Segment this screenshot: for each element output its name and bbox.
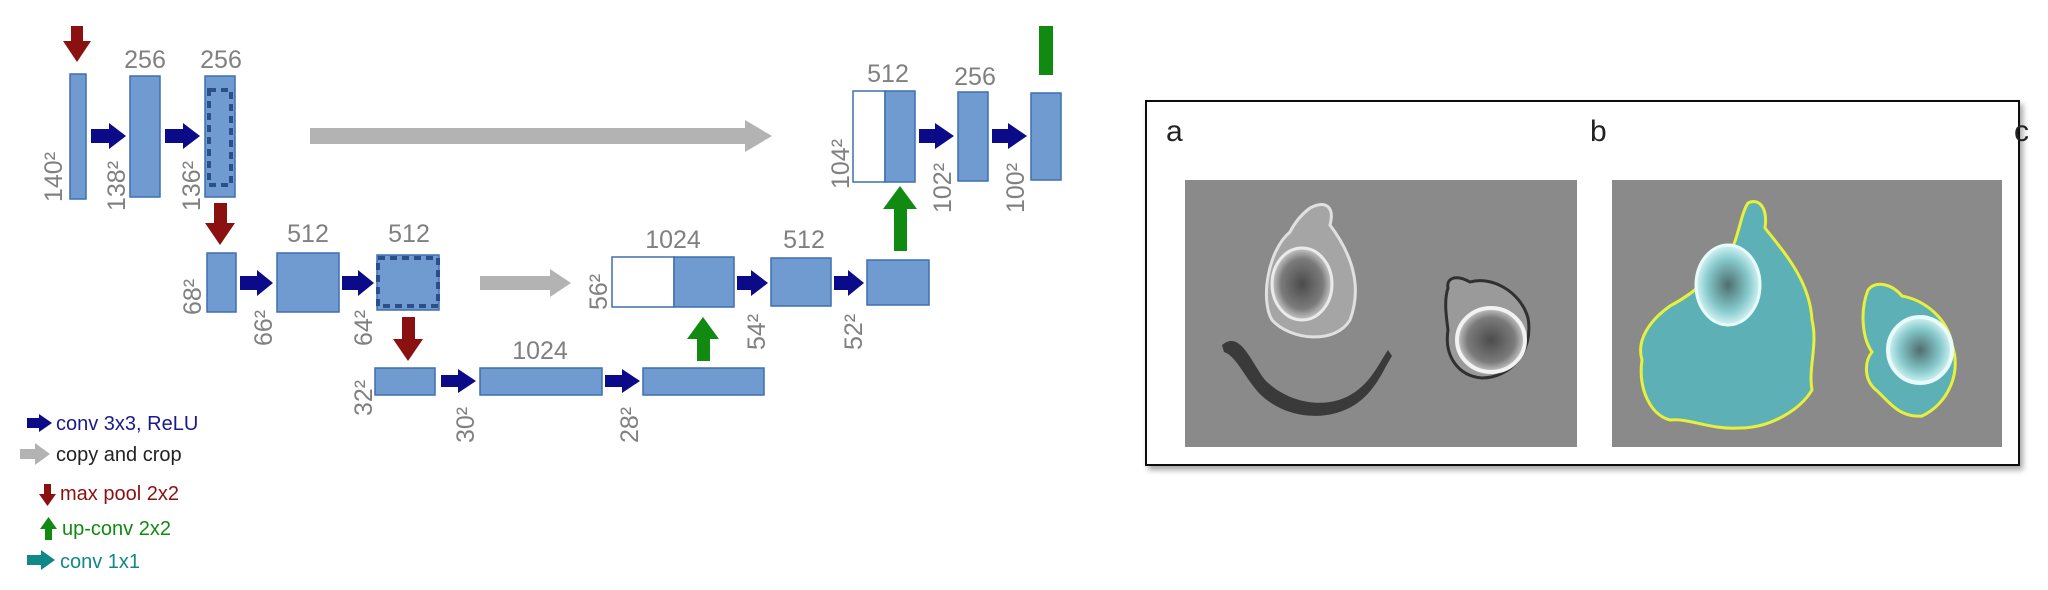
- unet-architecture-diagram: 256 256 512 512 1024 1024 512 512 256 14…: [40, 26, 1062, 443]
- legend-label-copy: copy and crop: [56, 444, 182, 466]
- size-label: 52²: [840, 314, 868, 350]
- legend-item-conv: conv 3x3, ReLU: [27, 413, 198, 435]
- microscopy-image-segmented: [1612, 180, 2002, 447]
- conv-arrow-icon: [165, 123, 200, 149]
- conv-arrow-icon: [91, 123, 126, 149]
- legend-item-copy: copy and crop: [20, 443, 182, 466]
- legend-label-pool: max pool 2x2: [60, 483, 179, 505]
- feature-map-block: [957, 91, 989, 182]
- size-label: 100²: [1002, 163, 1030, 213]
- feature-map-block: [1030, 92, 1062, 181]
- size-label: 66²: [250, 310, 278, 346]
- conv-arrows: [91, 123, 1027, 393]
- size-label: 64²: [350, 310, 378, 346]
- feature-map-block: [642, 367, 765, 396]
- channel-label: 512: [287, 220, 329, 248]
- feature-map-block: [276, 252, 340, 313]
- up-conv-arrow-icon: [40, 517, 57, 540]
- feature-map-block: [374, 367, 436, 396]
- copied-feature-map: [852, 90, 886, 183]
- microscopy-image-raw: [1185, 180, 1577, 447]
- channel-label: 512: [867, 60, 909, 88]
- conv-arrow-icon: [240, 270, 273, 296]
- size-label: 30²: [452, 407, 480, 443]
- conv-arrow-icon: [27, 414, 52, 432]
- size-label: 32²: [350, 380, 378, 416]
- channel-label: 512: [388, 220, 430, 248]
- copy-crop-arrows: [310, 120, 772, 297]
- channel-label: 256: [954, 63, 996, 91]
- conv-arrow-icon: [737, 270, 768, 296]
- copy-crop-arrow-icon: [20, 443, 50, 465]
- max-pool-arrows: [63, 26, 423, 361]
- conv-arrow-icon: [441, 369, 476, 393]
- channel-label: 256: [124, 46, 166, 74]
- feature-map-block: [673, 256, 735, 308]
- feature-map-block: [884, 90, 916, 183]
- size-label: 138²: [103, 161, 131, 211]
- size-label: 56²: [585, 274, 613, 310]
- max-pool-arrow-icon: [393, 317, 423, 361]
- legend-item-pool: max pool 2x2: [39, 483, 179, 506]
- channel-label: 1024: [645, 226, 701, 254]
- conv-arrow-icon: [992, 123, 1027, 149]
- size-label: 28²: [616, 407, 644, 443]
- channel-label: 1024: [512, 337, 568, 365]
- up-conv-arrow-icon: [883, 186, 917, 251]
- conv-arrow-icon: [919, 123, 954, 149]
- legend-item-upconv: up-conv 2x2: [40, 517, 171, 540]
- up-conv-arrow-icon: [687, 317, 719, 361]
- crop-region: [376, 256, 440, 308]
- conv-arrow-icon: [605, 369, 640, 393]
- feature-map-block: [69, 73, 87, 200]
- feature-map-block: [866, 259, 930, 306]
- panel-label-c: c: [2014, 115, 2029, 148]
- legend-label-upconv: up-conv 2x2: [62, 518, 171, 540]
- feature-map-block: [770, 257, 832, 307]
- feature-map-block: [206, 252, 237, 313]
- panel-label-a: a: [1166, 115, 1183, 148]
- feature-map-block: [376, 254, 440, 311]
- crop-region: [207, 88, 233, 187]
- conv1x1-marker-icon: [1039, 26, 1053, 75]
- legend: conv 3x3, ReLU copy and crop max pool 2x…: [20, 413, 198, 573]
- size-label: 136²: [178, 161, 206, 211]
- conv-arrow-icon: [342, 270, 374, 296]
- size-label: 104²: [827, 139, 855, 189]
- channel-label: 512: [783, 226, 825, 254]
- copy-crop-arrow-icon: [310, 120, 772, 152]
- max-pool-arrow-icon: [63, 26, 91, 62]
- feature-map-block: [479, 367, 603, 396]
- max-pool-arrow-icon: [205, 203, 235, 245]
- up-conv-arrows: [687, 186, 917, 361]
- size-label: 102²: [929, 163, 957, 213]
- size-label: 140²: [40, 152, 68, 202]
- size-label: 68²: [179, 279, 207, 315]
- legend-label-conv1x1: conv 1x1: [60, 551, 140, 573]
- legend-item-conv1x1: conv 1x1: [27, 550, 140, 573]
- conv-arrow-icon: [834, 270, 864, 296]
- max-pool-arrow-icon: [39, 484, 56, 506]
- feature-map-block: [129, 75, 161, 198]
- size-label: 54²: [743, 314, 771, 350]
- channel-label: 256: [200, 46, 242, 74]
- panel-label-b: b: [1590, 115, 1607, 148]
- copied-feature-map: [611, 256, 675, 308]
- conv1x1-arrow-icon: [27, 550, 55, 570]
- legend-label-conv: conv 3x3, ReLU: [56, 413, 198, 435]
- copy-crop-arrow-icon: [480, 269, 571, 297]
